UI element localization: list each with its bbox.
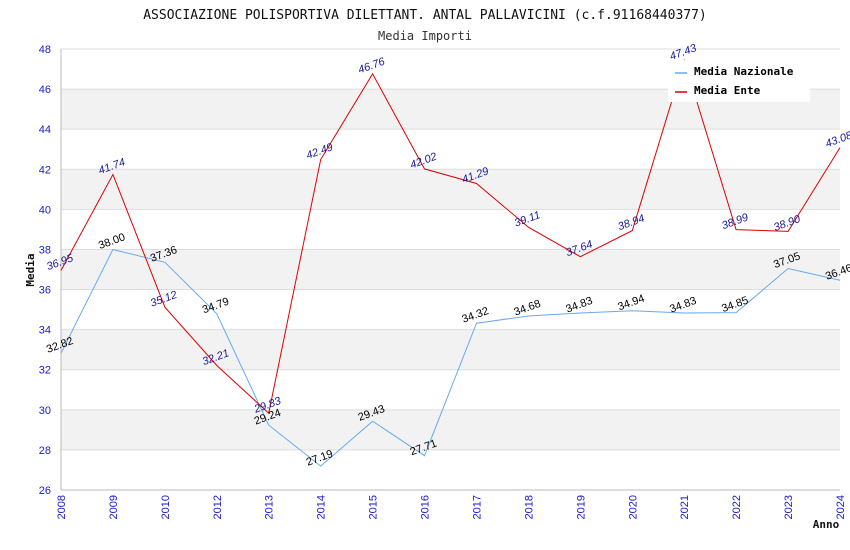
chart-subtitle: Media Importi — [378, 29, 472, 43]
y-tick-40: 40 — [39, 204, 51, 216]
y-tick-labels: 26 28 30 32 34 36 38 40 42 44 46 48 — [39, 44, 51, 497]
label-ente-2016: 42.02 — [409, 151, 439, 172]
x-tick-2013: 2013 — [264, 495, 276, 519]
x-tick-2021: 2021 — [679, 495, 691, 519]
y-tick-44: 44 — [39, 124, 51, 136]
y-tick-36: 36 — [39, 285, 51, 297]
x-tick-labels: 2008 2009 2010 2012 2013 2014 2015 2016 2017 2018… — [56, 495, 847, 519]
x-tick-2023: 2023 — [783, 495, 795, 519]
gridlines — [61, 48, 840, 491]
x-tick-2012: 2012 — [212, 495, 224, 519]
x-tick-2015: 2015 — [368, 495, 380, 519]
label-ente-2014: 42.49 — [305, 141, 335, 162]
series-lines — [60, 58, 841, 467]
chart-title: ASSOCIAZIONE POLISPORTIVA DILETTANT. ANT… — [143, 8, 707, 23]
band-32-34 — [61, 329, 840, 370]
band-28-30 — [61, 409, 840, 450]
y-tick-26: 26 — [39, 485, 51, 497]
x-tick-2020: 2020 — [627, 495, 639, 519]
series-line-media-nazionale — [60, 248, 841, 467]
y-tick-42: 42 — [39, 164, 51, 176]
y-tick-46: 46 — [39, 84, 51, 96]
label-nazionale-2022: 34.85 — [720, 294, 750, 315]
x-tick-2008: 2008 — [56, 495, 68, 519]
label-ente-2022: 38.99 — [720, 211, 750, 232]
background-bands — [61, 89, 840, 450]
label-nazionale-2021: 34.83 — [668, 295, 698, 316]
legend: Media Nazionale Media Ente — [668, 60, 810, 102]
label-ente-2024: 43.08 — [824, 129, 850, 150]
legend-background — [668, 60, 810, 102]
y-tick-28: 28 — [39, 445, 51, 457]
label-ente-2021: 47.43 — [668, 42, 699, 63]
series-line-media-ente — [60, 58, 841, 415]
legend-label-media-nazionale: Media Nazionale — [694, 65, 794, 78]
x-tick-2022: 2022 — [731, 495, 743, 519]
label-ente-2015: 46.76 — [357, 55, 388, 76]
y-tick-38: 38 — [39, 244, 51, 256]
x-tick-2018: 2018 — [523, 495, 535, 519]
x-tick-2016: 2016 — [420, 495, 432, 519]
x-tick-2010: 2010 — [160, 495, 172, 519]
y-tick-30: 30 — [39, 405, 51, 417]
label-ente-2023: 38.90 — [772, 213, 803, 234]
x-tick-2009: 2009 — [108, 495, 120, 519]
y-tick-34: 34 — [39, 325, 51, 337]
x-tick-2014: 2014 — [316, 495, 328, 519]
label-nazionale-2009: 38.00 — [97, 231, 127, 252]
y-tick-32: 32 — [39, 365, 51, 377]
y-tick-48: 48 — [39, 44, 51, 56]
x-tick-2017: 2017 — [471, 495, 483, 519]
x-axis-label: Anno — [813, 518, 840, 531]
y-axis-label: Media — [24, 253, 37, 286]
x-tick-2019: 2019 — [575, 495, 587, 519]
legend-label-media-ente: Media Ente — [694, 84, 761, 97]
label-ente-2020: 38.94 — [616, 212, 646, 233]
label-nazionale-2020: 34.94 — [616, 293, 646, 314]
band-40-42 — [61, 169, 840, 210]
band-36-38 — [61, 249, 840, 290]
label-ente-2010: 35.12 — [149, 289, 179, 310]
label-nazionale-2017: 34.32 — [460, 305, 490, 326]
x-tick-2024: 2024 — [835, 495, 847, 519]
